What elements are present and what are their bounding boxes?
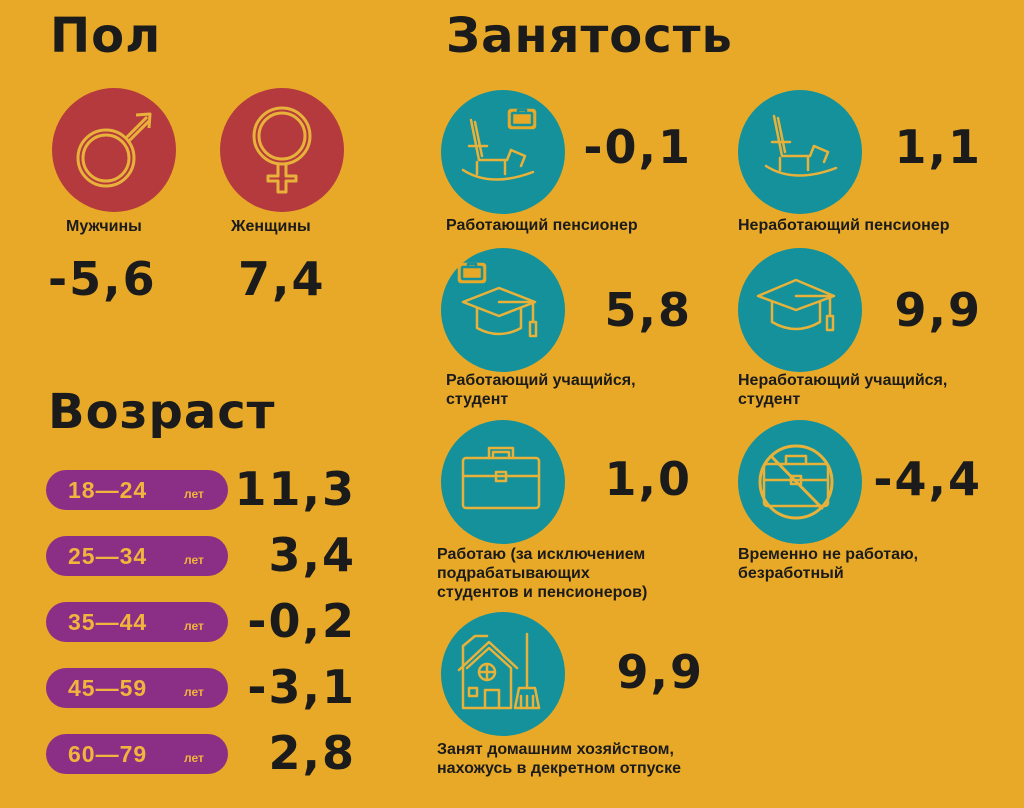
age-range: 35—44 (68, 609, 148, 635)
rocking-chair-briefcase-icon (441, 90, 565, 214)
age-value-45-59: -3,1 (247, 660, 356, 714)
age-pill-25-34: 25—34 лет (46, 536, 228, 576)
employment-value: 1,0 (604, 452, 692, 506)
male-value: -5,6 (48, 252, 157, 306)
employment-label: Работающий учащийся, студент (446, 372, 636, 408)
gender-title: Пол (50, 8, 162, 64)
age-unit: лет (184, 619, 204, 633)
house-broom-icon (441, 612, 565, 736)
employment-label: Занят домашним хозяйством, нахожусь в де… (437, 741, 681, 777)
graduation-cap-icon (738, 248, 862, 372)
female-label: Женщины (231, 218, 311, 235)
employment-value: 9,9 (894, 283, 982, 337)
age-value-35-44: -0,2 (247, 594, 356, 648)
age-value-25-34: 3,4 (268, 528, 356, 582)
male-label: Мужчины (66, 218, 142, 235)
employment-value: 1,1 (894, 120, 982, 174)
age-range: 60—79 (68, 741, 148, 767)
employment-value: -0,1 (583, 120, 692, 174)
age-range: 25—34 (68, 543, 148, 569)
employment-label: Неработающий пенсионер (738, 217, 950, 234)
age-unit: лет (184, 685, 204, 699)
employment-label: Временно не работаю, безработный (738, 546, 919, 582)
employment-label: Неработающий учащийся, студент (738, 372, 948, 408)
age-range: 45—59 (68, 675, 148, 701)
age-unit: лет (184, 553, 204, 567)
crossed-briefcase-icon (738, 420, 862, 544)
employment-label: Работающий пенсионер (446, 217, 638, 234)
female-value: 7,4 (238, 252, 326, 306)
graduation-cap-briefcase-icon (441, 248, 565, 372)
rocking-chair-icon (738, 90, 862, 214)
age-pill-60-79: 60—79 лет (46, 734, 228, 774)
male-symbol-icon (52, 88, 176, 212)
female-symbol-icon (220, 88, 344, 212)
age-value-60-79: 2,8 (268, 726, 356, 780)
age-value-18-24: 11,3 (234, 462, 356, 516)
age-range: 18—24 (68, 477, 148, 503)
employment-value: -4,4 (873, 452, 982, 506)
employment-title: Занятость (446, 8, 733, 64)
employment-value: 9,9 (616, 645, 704, 699)
employment-value: 5,8 (604, 283, 692, 337)
age-pill-35-44: 35—44 лет (46, 602, 228, 642)
age-title: Возраст (48, 384, 276, 440)
age-unit: лет (184, 487, 204, 501)
age-unit: лет (184, 751, 204, 765)
employment-label: Работаю (за исключением подрабатывающих … (437, 546, 648, 601)
age-pill-18-24: 18—24 лет (46, 470, 228, 510)
briefcase-icon (441, 420, 565, 544)
age-pill-45-59: 45—59 лет (46, 668, 228, 708)
